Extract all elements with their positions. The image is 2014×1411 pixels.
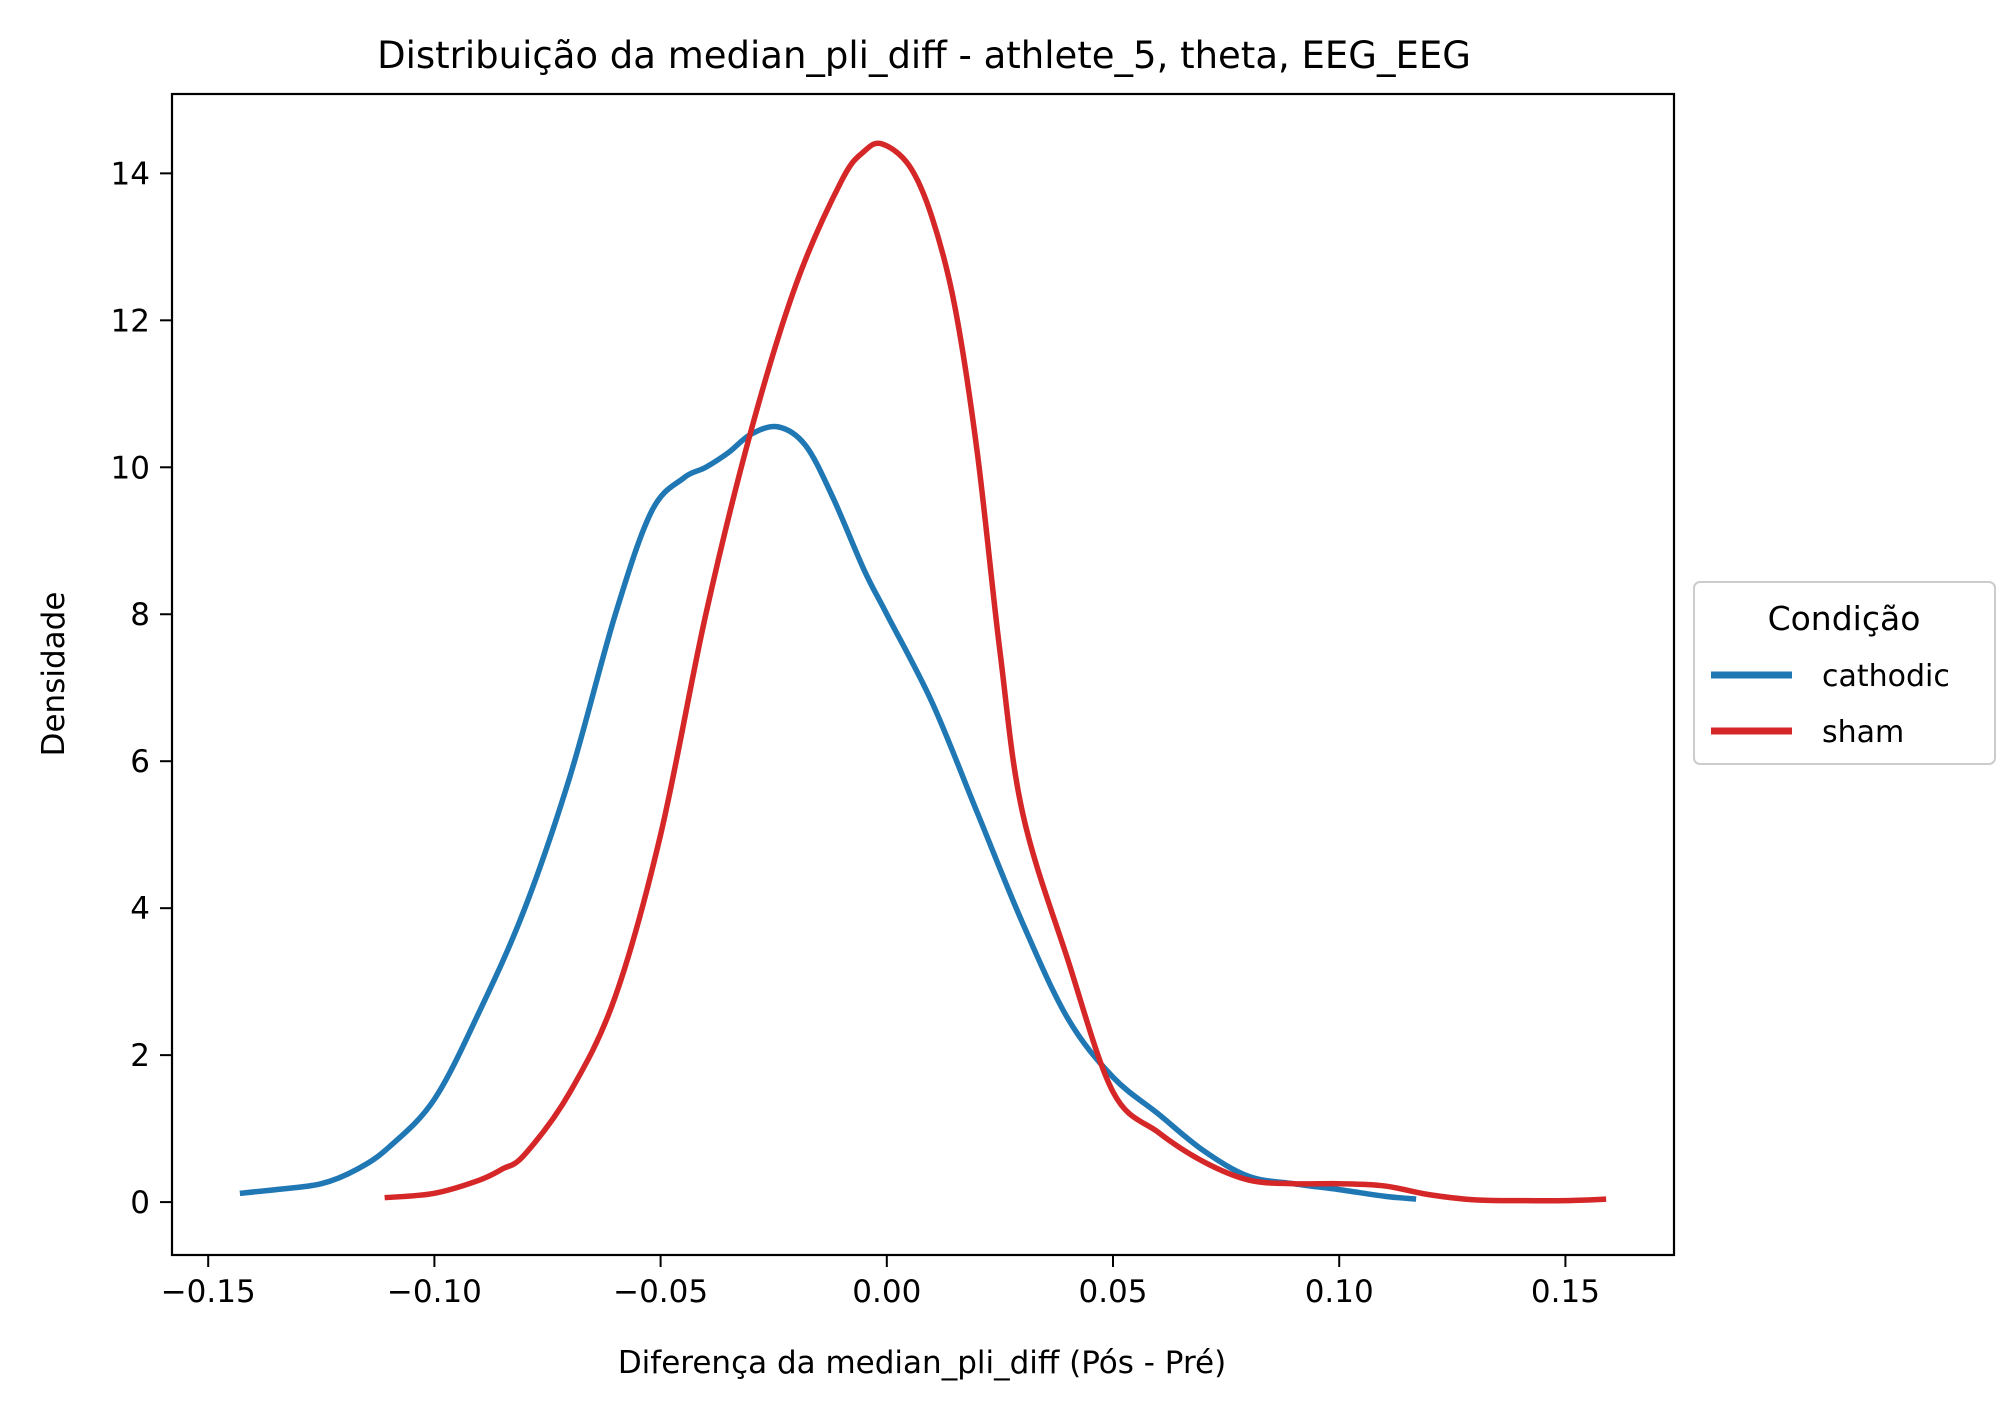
y-tick-label: 0 — [130, 1185, 150, 1221]
legend-label-sham: sham — [1822, 715, 1904, 750]
x-tick-label: 0.15 — [1531, 1274, 1600, 1310]
y-tick-label: 6 — [130, 744, 150, 780]
x-tick-label: 0.10 — [1305, 1274, 1374, 1310]
y-tick-label: 2 — [130, 1038, 150, 1074]
y-tick-label: 10 — [111, 450, 150, 486]
x-tick-label: −0.15 — [161, 1274, 256, 1310]
y-tick-label: 12 — [111, 303, 150, 339]
x-tick-label: 0.00 — [852, 1274, 921, 1310]
legend-label-cathodic: cathodic — [1822, 659, 1950, 694]
y-tick-label: 4 — [130, 891, 150, 927]
chart-title: Distribuição da median_pli_diff - athlet… — [377, 34, 1471, 77]
x-axis-label: Diferença da median_pli_diff (Pós - Pré) — [618, 1345, 1226, 1381]
legend-title: Condição — [1768, 599, 1921, 638]
legend-box — [1693, 581, 1996, 765]
x-axis: −0.15 −0.10 −0.05 0.00 0.05 0.10 0.15 — [161, 1255, 1600, 1310]
plot-frame — [170, 92, 1676, 1257]
x-tick-label: −0.05 — [613, 1274, 708, 1310]
y-axis-label: Densidade — [36, 592, 72, 757]
y-tick-label: 14 — [111, 156, 150, 192]
y-axis: 0 2 4 6 8 10 12 14 — [111, 156, 172, 1221]
kde-curve-cathodic — [239, 423, 1417, 1202]
y-tick-label: 8 — [130, 597, 150, 633]
x-tick-label: 0.05 — [1078, 1274, 1147, 1310]
x-tick-label: −0.10 — [387, 1274, 482, 1310]
kde-curve-sham — [384, 140, 1607, 1204]
legend: Condição cathodic sham — [1693, 581, 1996, 765]
curves-layer — [239, 140, 1607, 1204]
